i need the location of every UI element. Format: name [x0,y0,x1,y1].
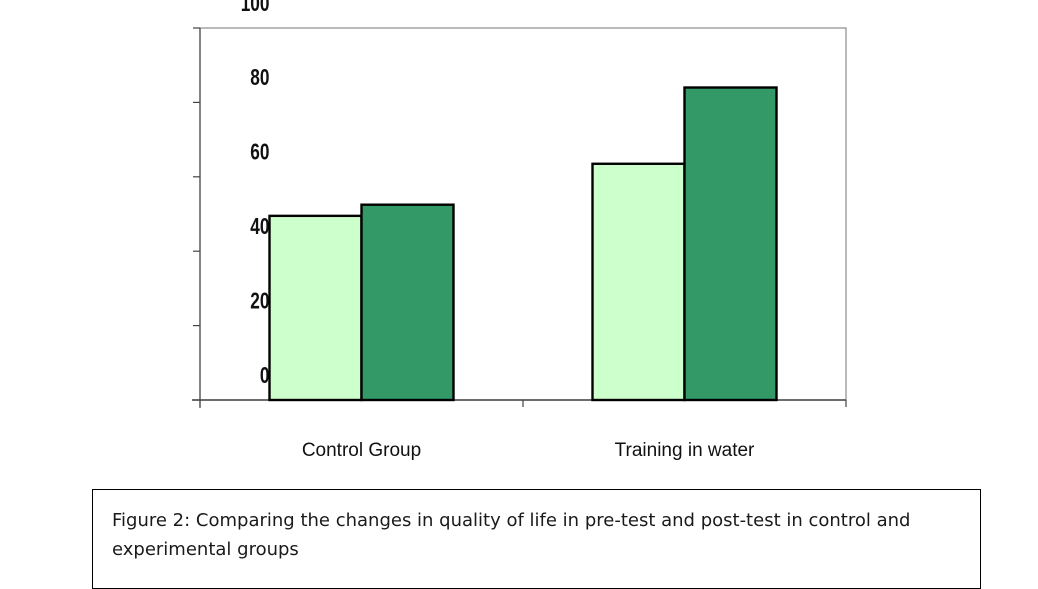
y-axis-tick-label: 40 [250,215,269,240]
x-axis-tick-label: Training in water [615,440,755,461]
y-axis-tick-label: 80 [250,66,269,91]
y-axis-tick-label: 100 [241,0,270,16]
bar [360,203,455,402]
y-axis-tick-label: 20 [250,289,269,314]
figure-caption-box: Figure 2: Comparing the changes in quali… [92,489,981,589]
bar [591,162,686,402]
bar [268,214,363,402]
y-axis-ticks: 100 80 60 40 20 0 [193,0,270,401]
bars [268,86,778,402]
x-axis-tick-label: Control Group [302,440,421,461]
bar [683,86,778,402]
bar-chart: 100 80 60 40 20 0 Control Group Training in wa… [192,0,847,461]
x-axis-labels: Control Group Training in water [302,440,755,461]
y-axis-tick-label: 60 [250,140,269,165]
figure-caption: Figure 2: Comparing the changes in quali… [112,510,911,560]
y-axis-tick-label: 0 [260,364,270,389]
